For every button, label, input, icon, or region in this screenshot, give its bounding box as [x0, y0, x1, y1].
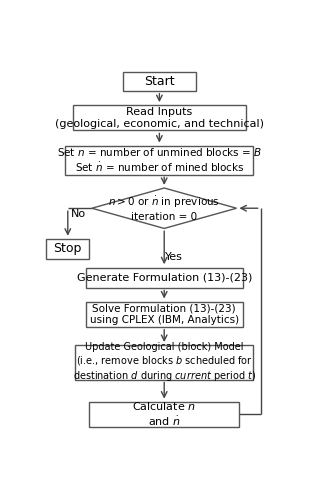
FancyBboxPatch shape [65, 146, 253, 174]
Text: Update Geological (block) Model
(i.e., remove blocks $b$ scheduled for
destinati: Update Geological (block) Model (i.e., r… [73, 342, 256, 382]
FancyBboxPatch shape [123, 72, 196, 91]
Text: Set $n$ = number of unmined blocks = $B$
Set $\dot{n}$ = number of mined blocks: Set $n$ = number of unmined blocks = $B$… [57, 146, 262, 174]
FancyBboxPatch shape [46, 238, 90, 258]
Text: Calculate $n$
and $\dot{n}$: Calculate $n$ and $\dot{n}$ [132, 400, 196, 428]
FancyBboxPatch shape [86, 302, 243, 326]
FancyBboxPatch shape [90, 402, 239, 426]
Text: $n > 0$ or $\dot{n}$ in previous
iteration = 0: $n > 0$ or $\dot{n}$ in previous iterati… [108, 195, 220, 222]
Text: Read Inputs
(geological, economic, and technical): Read Inputs (geological, economic, and t… [55, 107, 264, 128]
FancyBboxPatch shape [73, 105, 246, 130]
FancyBboxPatch shape [86, 268, 243, 287]
Text: Generate Formulation (13)-(23): Generate Formulation (13)-(23) [77, 272, 252, 282]
Text: Stop: Stop [53, 242, 82, 255]
Text: Solve Formulation (13)-(23)
using CPLEX (IBM, Analytics): Solve Formulation (13)-(23) using CPLEX … [90, 304, 239, 325]
FancyBboxPatch shape [75, 345, 253, 380]
Text: Yes: Yes [165, 252, 183, 262]
Text: No: No [71, 209, 86, 219]
Text: Start: Start [144, 74, 175, 88]
Polygon shape [92, 188, 237, 228]
